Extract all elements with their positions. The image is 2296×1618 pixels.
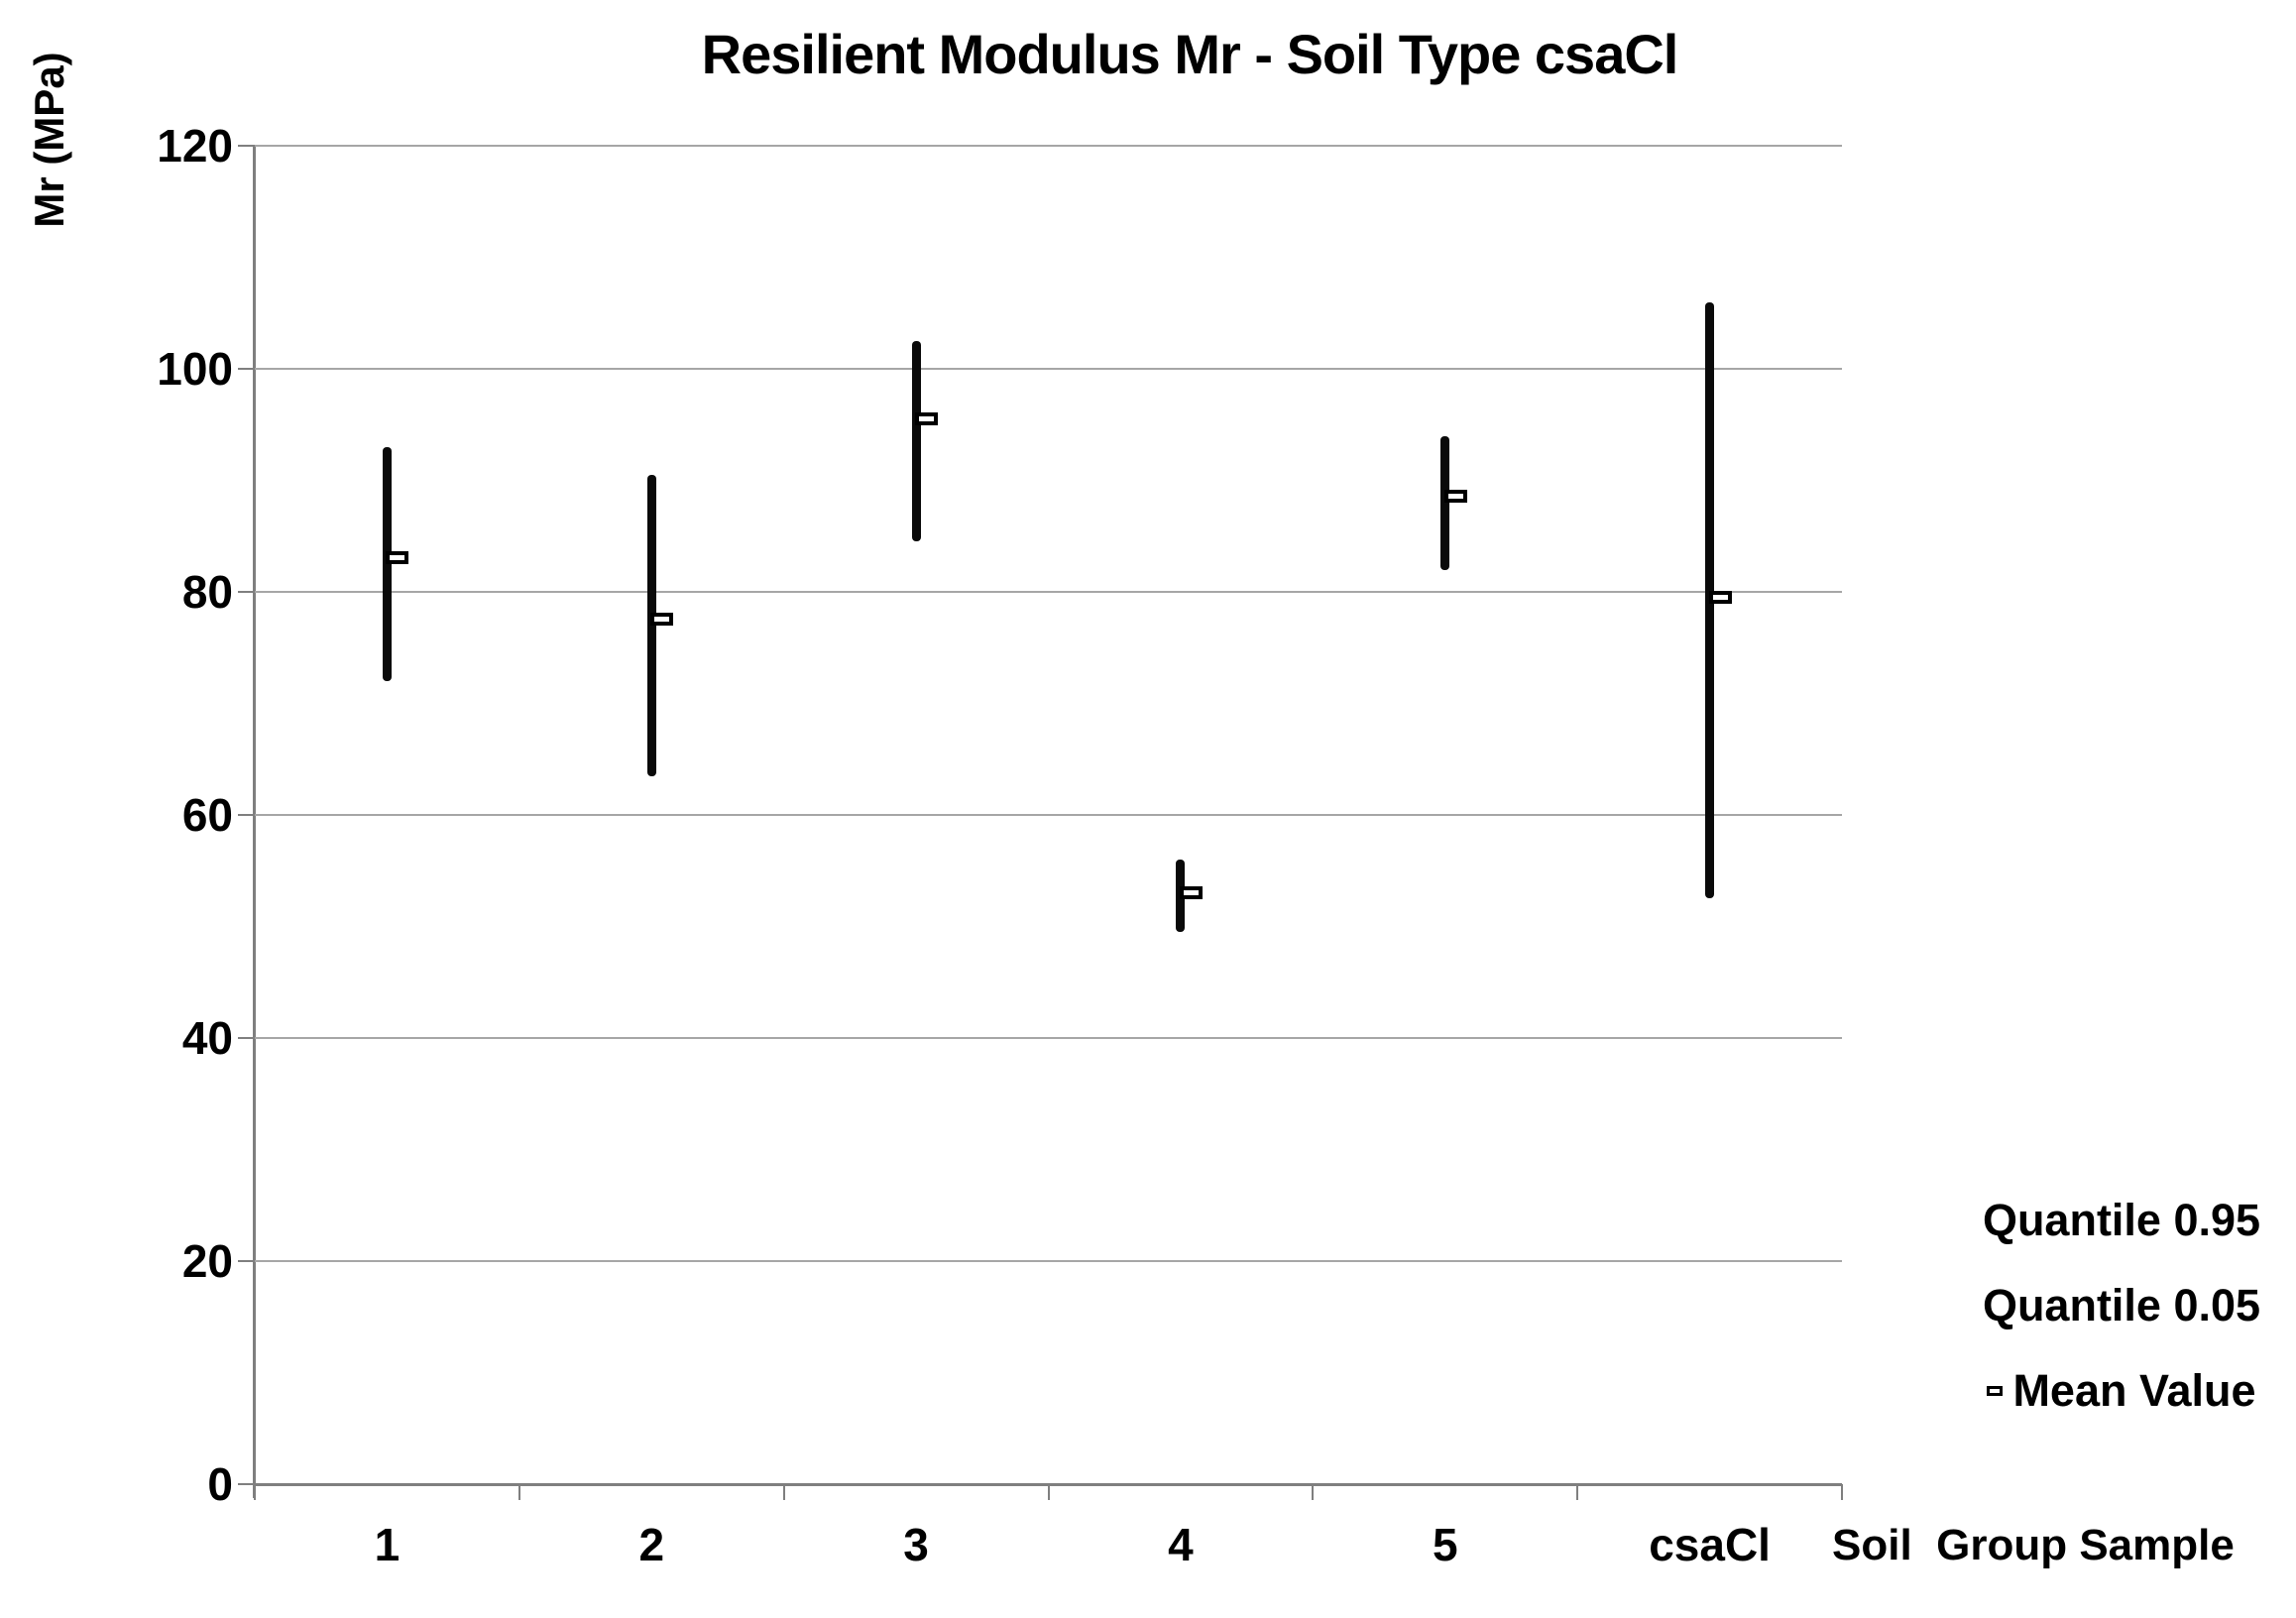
mean-value-marker [386,551,409,565]
legend-label-quantile-95: Quantile 0.95 [1982,1195,2261,1245]
legend-item-mean-value: Mean Value [1933,1348,2296,1434]
mean-value-marker [915,411,939,425]
x-axis-tick [782,1484,785,1500]
x-axis-tick [254,1484,256,1500]
x-axis-tick [1841,1484,1843,1500]
x-axis-tick [1047,1484,1050,1500]
gridline [255,814,1842,816]
y-tick-label: 80 [181,566,233,618]
mean-value-marker [650,613,674,627]
x-tick-label: 2 [638,1519,665,1570]
y-axis-title: Mr (MPa) [26,52,72,228]
x-tick-label: 3 [903,1519,929,1570]
x-axis-tick [1576,1484,1579,1500]
gridline [255,1260,1842,1262]
legend-item-quantile-95: Quantile 0.95 [1933,1178,2296,1263]
y-tick-label: 20 [181,1235,233,1287]
x-tick-label: 5 [1432,1519,1458,1570]
legend: Quantile 0.95 Quantile 0.05 Mean Value [1933,1178,2296,1434]
x-tick-label: 4 [1168,1519,1194,1570]
y-axis-tick [238,1483,255,1485]
x-axis-title: Soil Group Sample [1832,1521,2235,1569]
mean-value-marker [1443,490,1467,504]
mean-value-marker-icon [1987,1386,2004,1396]
chart-title: Resilient Modulus Mr - Soil Type csaCl [701,23,1679,85]
gridline [255,145,1842,147]
quantile-range-bar [911,340,921,542]
x-tick-label: 1 [374,1519,401,1570]
legend-label-mean-value: Mean Value [2012,1365,2256,1416]
y-tick-label: 40 [181,1012,233,1064]
gridline [255,368,1842,370]
gridline [255,591,1842,593]
legend-item-quantile-05: Quantile 0.05 [1933,1263,2296,1348]
y-tick-label: 120 [157,120,233,172]
plot-area [238,145,1843,1500]
y-tick-label: 0 [207,1458,233,1510]
x-tick-label: csaCl [1649,1519,1771,1570]
y-axis-tick [238,368,255,370]
y-axis-tick [238,814,255,816]
gridline [255,1037,1842,1039]
y-axis-tick [238,591,255,593]
legend-label-quantile-05: Quantile 0.05 [1982,1280,2261,1330]
x-axis-tick [517,1484,520,1500]
mean-value-marker [1179,885,1203,899]
y-tick-label: 100 [157,343,233,395]
y-axis-line [253,146,256,1498]
y-axis-tick [238,145,255,147]
y-axis-tick [238,1037,255,1039]
mean-value-marker [1708,590,1732,604]
x-axis-tick [1312,1484,1315,1500]
y-tick-label: 60 [181,789,233,841]
y-axis-tick [238,1260,255,1262]
